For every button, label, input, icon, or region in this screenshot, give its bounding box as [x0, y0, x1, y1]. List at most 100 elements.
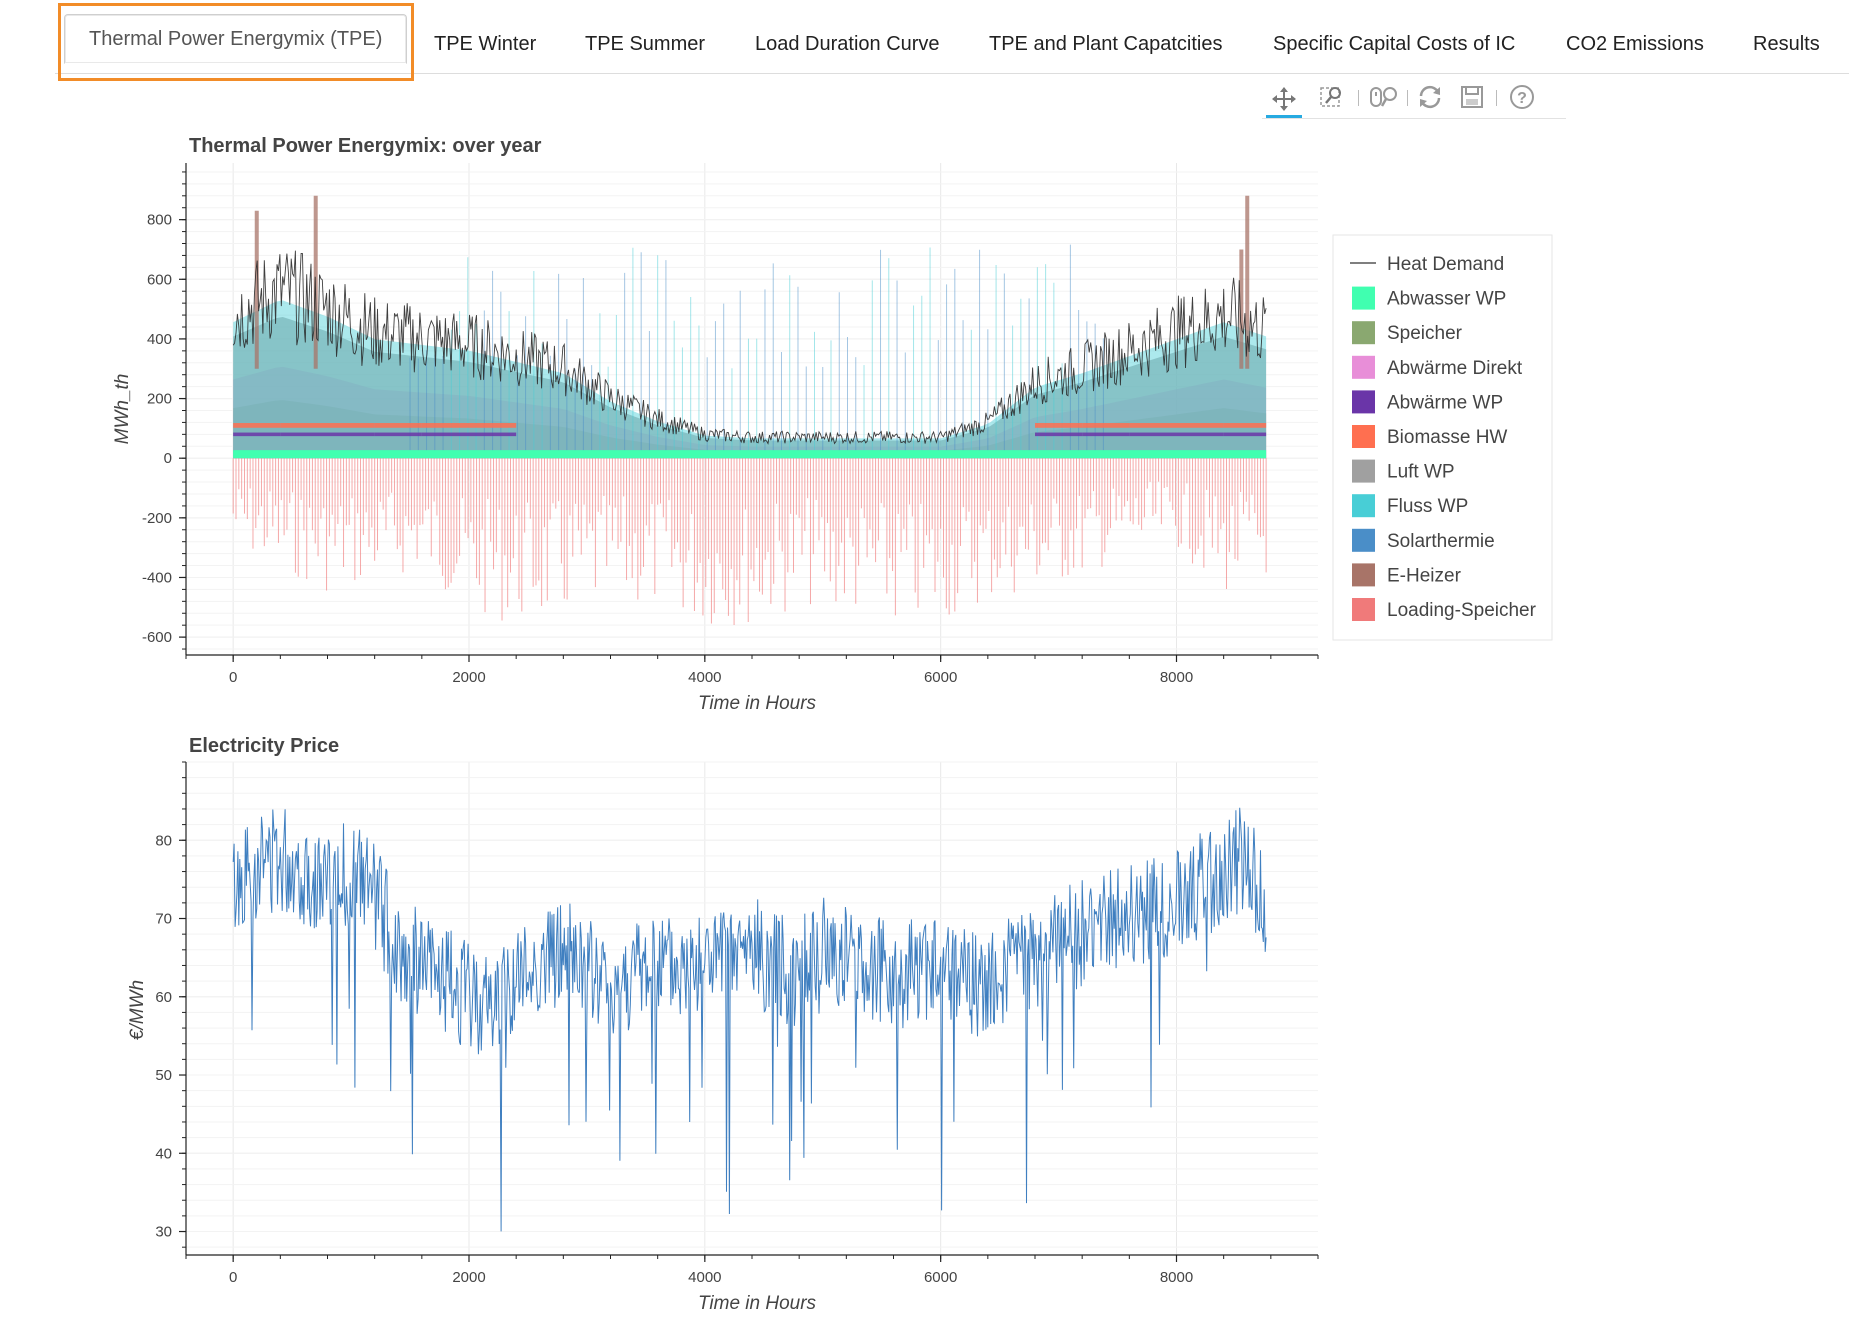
legend-swatch [1352, 528, 1375, 552]
pan-icon[interactable] [1266, 82, 1302, 118]
tpe-y-axis-label: MWh_th [112, 374, 133, 445]
tab-specific-capital-costs[interactable]: Specific Capital Costs of IC [1273, 33, 1516, 55]
electricity-price-line [232, 807, 1267, 1232]
abwaerme-wp-band [469, 432, 517, 437]
price-y-tick-label: 70 [155, 911, 172, 928]
abwaerme-wp-band [1082, 432, 1130, 437]
tab-load-duration-curve[interactable]: Load Duration Curve [755, 33, 940, 55]
legend-label: E-Heizer [1387, 565, 1462, 586]
price-y-tick-label: 60 [155, 989, 172, 1006]
tpe-y-tick-label: 600 [147, 271, 172, 288]
abwaerme-wp-band [421, 432, 469, 437]
box-zoom-icon[interactable] [1314, 82, 1350, 112]
wheel-zoom-icon[interactable] [1366, 82, 1402, 112]
biomasse-hw-band [421, 423, 469, 428]
legend-swatch [1352, 459, 1375, 483]
biomasse-hw-band [1082, 423, 1130, 428]
tpe-y-tick-label: 400 [147, 331, 172, 348]
tpe-marks [232, 195, 1267, 626]
tpe-x-tick-label: 0 [229, 669, 237, 686]
heat-demand-line [232, 250, 1267, 445]
abwaerme-wp-band [1176, 432, 1224, 437]
reset-icon[interactable] [1412, 82, 1448, 112]
legend-swatch [1352, 425, 1375, 448]
save-icon[interactable] [1454, 82, 1490, 112]
biomasse-hw-band [280, 423, 328, 428]
tpe-x-axis-label: Time in Hours [698, 693, 817, 714]
toolbar-separator [1358, 90, 1359, 106]
legend-swatch [1352, 355, 1375, 379]
abwaerme-wp-band [1129, 432, 1177, 437]
legend-label: Heat Demand [1387, 254, 1504, 275]
price-y-axis-label: €/MWh [127, 980, 148, 1040]
abwasser-wp-band [233, 450, 1267, 459]
legend-swatch [1352, 598, 1375, 621]
tpe-y-tick-label: -600 [142, 629, 172, 646]
legend-swatch [1352, 563, 1375, 587]
biomasse-hw-band [1176, 423, 1224, 428]
fluss-wp-area [233, 300, 1267, 459]
price-x-tick-label: 6000 [924, 1269, 957, 1286]
tpe-x-tick-label: 4000 [688, 669, 721, 686]
price-y-tick-label: 30 [155, 1224, 172, 1241]
biomasse-hw-band [327, 423, 375, 428]
abwaerme-wp-band [327, 432, 375, 437]
tab-tpe-plant-capacities[interactable]: TPE and Plant Capatcities [989, 33, 1223, 55]
abwaerme-wp-band [1035, 432, 1083, 437]
price-x-tick-label: 4000 [688, 1269, 721, 1286]
tpe-y-tick-label: 800 [147, 212, 172, 229]
tab-tpe-summer[interactable]: TPE Summer [585, 33, 706, 55]
abwaerme-wp-band [1223, 432, 1267, 437]
price-ticks: 0 2000 4000 6000 8000 80 70 60 50 40 30 [155, 761, 1319, 1286]
biomasse-hw-band [1129, 423, 1177, 428]
biomasse-hw-band [1223, 423, 1267, 428]
price-chart-title: Electricity Price [189, 735, 339, 757]
biomasse-hw-band [1035, 423, 1083, 428]
tpe-ticks: 0 2000 4000 6000 80008006004002000-200-400-6… [142, 171, 1319, 686]
biomasse-hw-band [374, 423, 422, 428]
tpe-y-tick-label: -400 [142, 569, 172, 586]
legend-label: Loading-Speicher [1387, 600, 1537, 621]
abwaerme-wp-band [280, 432, 328, 437]
svg-text:?: ? [1517, 90, 1527, 107]
price-x-tick-label: 0 [229, 1269, 237, 1286]
tab-results[interactable]: Results [1753, 33, 1820, 55]
price-marks [232, 807, 1267, 1232]
price-x-tick-label: 8000 [1160, 1269, 1193, 1286]
price-y-tick-label: 50 [155, 1067, 172, 1084]
tpe-y-tick-label: 0 [164, 450, 172, 467]
legend-swatch [1352, 321, 1375, 345]
legend-label: Fluss WP [1387, 496, 1468, 517]
price-y-tick-label: 40 [155, 1145, 172, 1162]
tpe-x-tick-label: 6000 [924, 669, 957, 686]
legend-swatch [1352, 390, 1375, 414]
plot-toolbar: ? [1262, 78, 1566, 119]
abwaerme-wp-band [374, 432, 422, 437]
price-x-axis-label: Time in Hours [698, 1293, 817, 1314]
tpe-y-tick-label: 200 [147, 391, 172, 408]
tab-tpe-winter[interactable]: TPE Winter [434, 33, 537, 55]
biomasse-hw-band [469, 423, 517, 428]
legend-label: Speicher [1387, 323, 1463, 344]
price-grid [186, 761, 1318, 1255]
tab-thermal-power-energymix[interactable]: Thermal Power Energymix (TPE) [64, 14, 408, 64]
legend-label: Abwasser WP [1387, 289, 1506, 310]
tab-bar-divider [55, 73, 1849, 74]
biomasse-hw-band [233, 423, 281, 428]
tpe-chart: Thermal Power Energymix: over year 0 200 0… [112, 135, 1553, 714]
price-y-tick-label: 80 [155, 832, 172, 849]
legend-label: Biomasse HW [1387, 427, 1507, 448]
tpe-y-tick-label: -200 [142, 510, 172, 527]
price-plot-area[interactable] [186, 762, 1318, 1255]
toolbar-separator [1496, 90, 1497, 106]
price-chart: Electricity Price 0 2000 4000 6000 8000 80 70 6… [127, 735, 1319, 1314]
tpe-x-tick-label: 8000 [1160, 669, 1193, 686]
legend-label: Solarthermie [1387, 531, 1495, 552]
legend-label: Abwärme WP [1387, 392, 1503, 413]
tab-co2-emissions[interactable]: CO2 Emissions [1566, 33, 1704, 55]
legend-label: Luft WP [1387, 462, 1455, 483]
luft-wp-area [233, 317, 1267, 459]
tpe-chart-title: Thermal Power Energymix: over year [189, 135, 542, 157]
help-icon[interactable]: ? [1504, 82, 1540, 112]
